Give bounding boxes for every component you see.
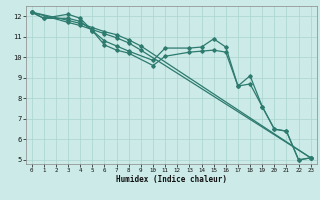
X-axis label: Humidex (Indice chaleur): Humidex (Indice chaleur) — [116, 175, 227, 184]
